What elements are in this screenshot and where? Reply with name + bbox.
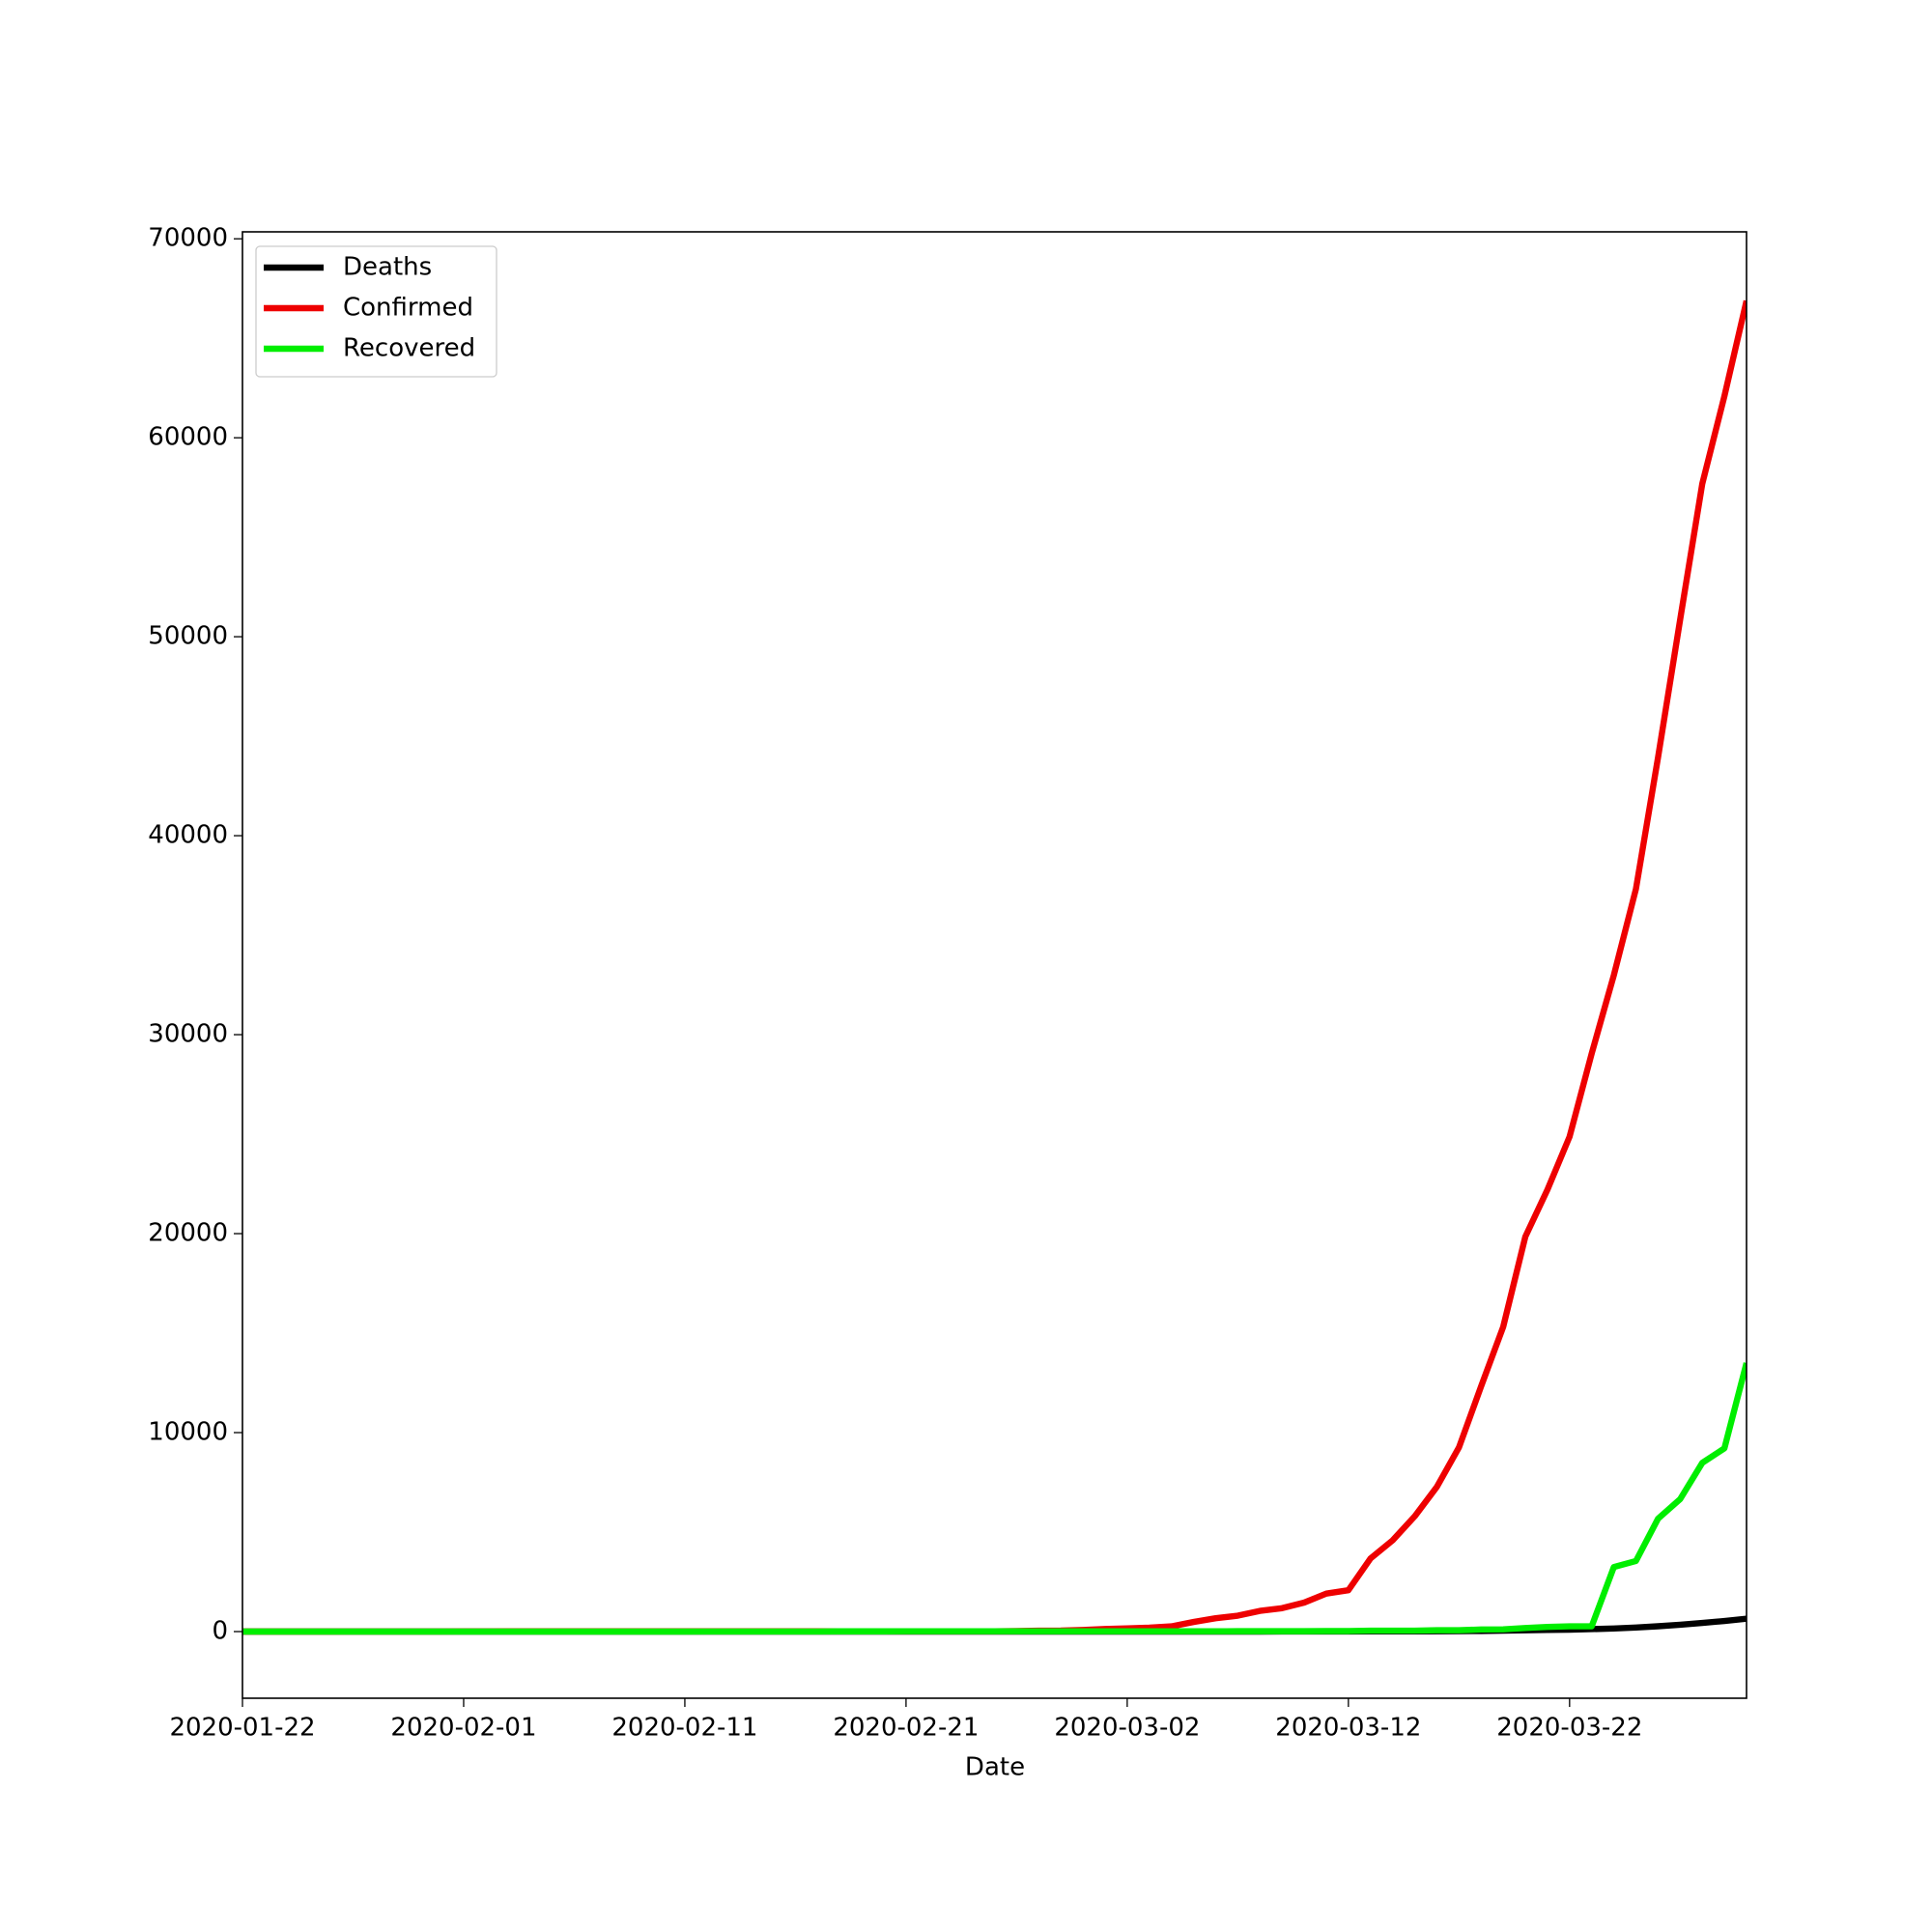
y-tick-label: 60000 [148,423,228,452]
y-tick-label: 50000 [148,622,228,651]
y-tick-label: 0 [212,1617,228,1646]
x-tick-label: 2020-02-01 [390,1714,536,1743]
x-tick-label: 2020-03-22 [1496,1714,1642,1743]
y-tick-label: 10000 [148,1418,228,1447]
y-tick-label: 30000 [148,1020,228,1049]
legend-label: Confirmed [343,294,473,323]
y-tick-label: 40000 [148,821,228,850]
x-tick-label: 2020-03-02 [1054,1714,1200,1743]
x-tick-label: 2020-02-21 [833,1714,979,1743]
x-tick-label: 2020-03-12 [1275,1714,1421,1743]
series-line [242,1362,1747,1635]
legend-label: Recovered [343,334,475,363]
series-line [242,299,1747,1635]
x-axis-label: Date [965,1753,1025,1782]
x-tick-label: 2020-01-22 [169,1714,315,1743]
y-tick-label: 20000 [148,1219,228,1248]
legend-label: Deaths [343,253,432,282]
legend-box [255,245,497,378]
plot-frame [242,231,1747,1699]
y-tick-label: 70000 [148,224,228,253]
x-tick-label: 2020-02-11 [611,1714,757,1743]
